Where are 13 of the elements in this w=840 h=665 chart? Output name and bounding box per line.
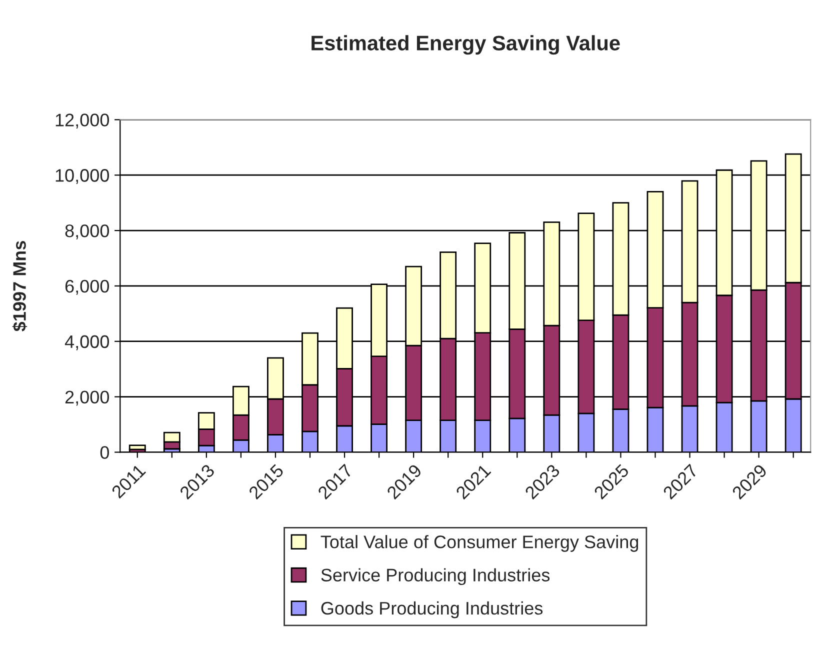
y-tick-label: 4,000 (64, 335, 109, 350)
y-tick-label: 12,000 (56, 114, 110, 129)
y-tick-label: 6,000 (65, 280, 109, 295)
chart-title: Estimated Energy Saving Value (312, 35, 620, 55)
y-tick-label: 10,000 (56, 169, 110, 184)
legend-label: Goods Producing Industries (321, 601, 543, 618)
y-tick-label: 2,000 (65, 390, 109, 406)
y-axis-title: $1997 Mns (12, 241, 28, 332)
y-tick-label: 0 (100, 446, 109, 459)
y-tick-label: 8,000 (65, 224, 109, 240)
legend-label: Service Producing Industries (321, 568, 550, 586)
legend-label: Total Value of Consumer Energy Saving (320, 535, 638, 552)
bar (128, 444, 146, 450)
